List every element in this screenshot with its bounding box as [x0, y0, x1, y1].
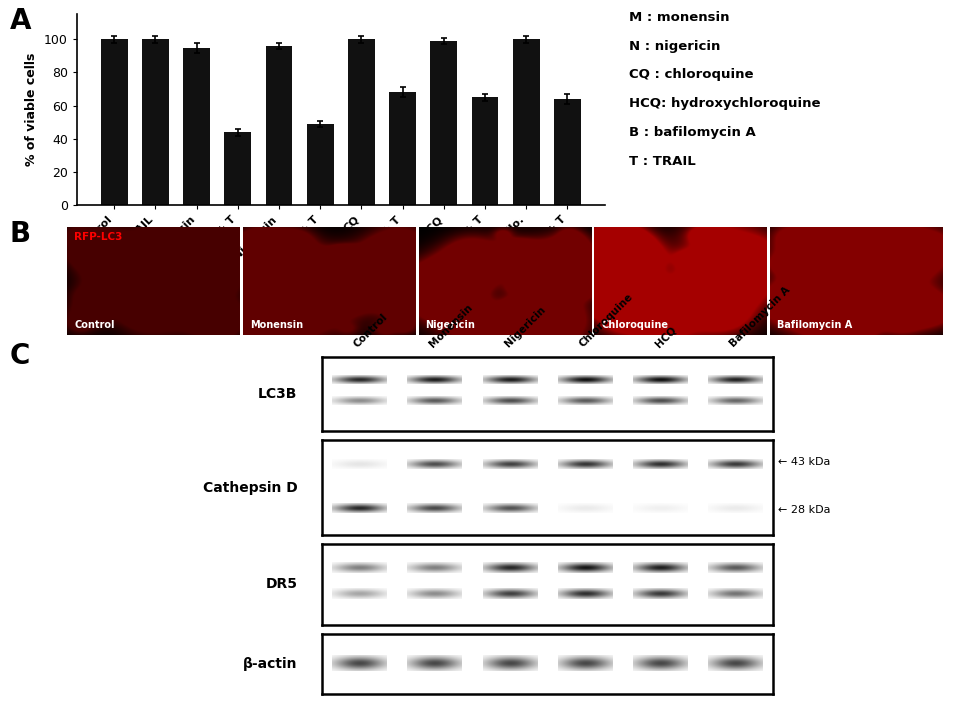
Text: Bafilomycin A: Bafilomycin A: [728, 285, 792, 349]
Text: Control: Control: [74, 320, 114, 330]
Text: RFP-LC3: RFP-LC3: [74, 232, 123, 242]
Text: Cathepsin D: Cathepsin D: [203, 480, 298, 495]
Text: T : TRAIL: T : TRAIL: [629, 155, 696, 168]
Bar: [554, 99, 581, 205]
Bar: [307, 124, 333, 205]
Text: Bafilomycin A: Bafilomycin A: [777, 320, 852, 330]
Bar: [142, 40, 169, 205]
Text: HCQ: hydroxychloroquine: HCQ: hydroxychloroquine: [629, 97, 820, 110]
Text: ← 28 kDa: ← 28 kDa: [778, 505, 830, 516]
Text: B: B: [10, 220, 31, 248]
Text: ← 43 kDa: ← 43 kDa: [778, 456, 830, 467]
Text: B : bafilomycin A: B : bafilomycin A: [629, 126, 756, 139]
Bar: [101, 40, 128, 205]
Bar: [348, 40, 374, 205]
Bar: [430, 41, 457, 205]
Y-axis label: % of viable cells: % of viable cells: [25, 53, 38, 166]
Text: β-actin: β-actin: [243, 657, 298, 671]
Text: Monensin: Monensin: [427, 302, 474, 349]
Bar: [225, 132, 252, 205]
Text: N : nigericin: N : nigericin: [629, 40, 720, 53]
Bar: [513, 40, 540, 205]
Text: M : monensin: M : monensin: [629, 11, 730, 24]
Text: HCQ: HCQ: [653, 325, 678, 349]
Bar: [471, 97, 498, 205]
Text: Monensin: Monensin: [250, 320, 303, 330]
Text: Chloroquine: Chloroquine: [601, 320, 668, 330]
Text: A: A: [10, 7, 31, 35]
Text: C: C: [10, 342, 30, 370]
Text: LC3B: LC3B: [258, 387, 298, 401]
Text: DR5: DR5: [266, 577, 298, 591]
Text: Nigericin: Nigericin: [425, 320, 475, 330]
Bar: [389, 92, 416, 205]
Bar: [266, 46, 293, 205]
Text: Nigericin: Nigericin: [502, 305, 547, 349]
Bar: [183, 48, 210, 205]
Text: CQ : chloroquine: CQ : chloroquine: [629, 68, 754, 81]
Text: Control: Control: [352, 312, 390, 349]
Text: Chloroquine: Chloroquine: [578, 292, 636, 349]
